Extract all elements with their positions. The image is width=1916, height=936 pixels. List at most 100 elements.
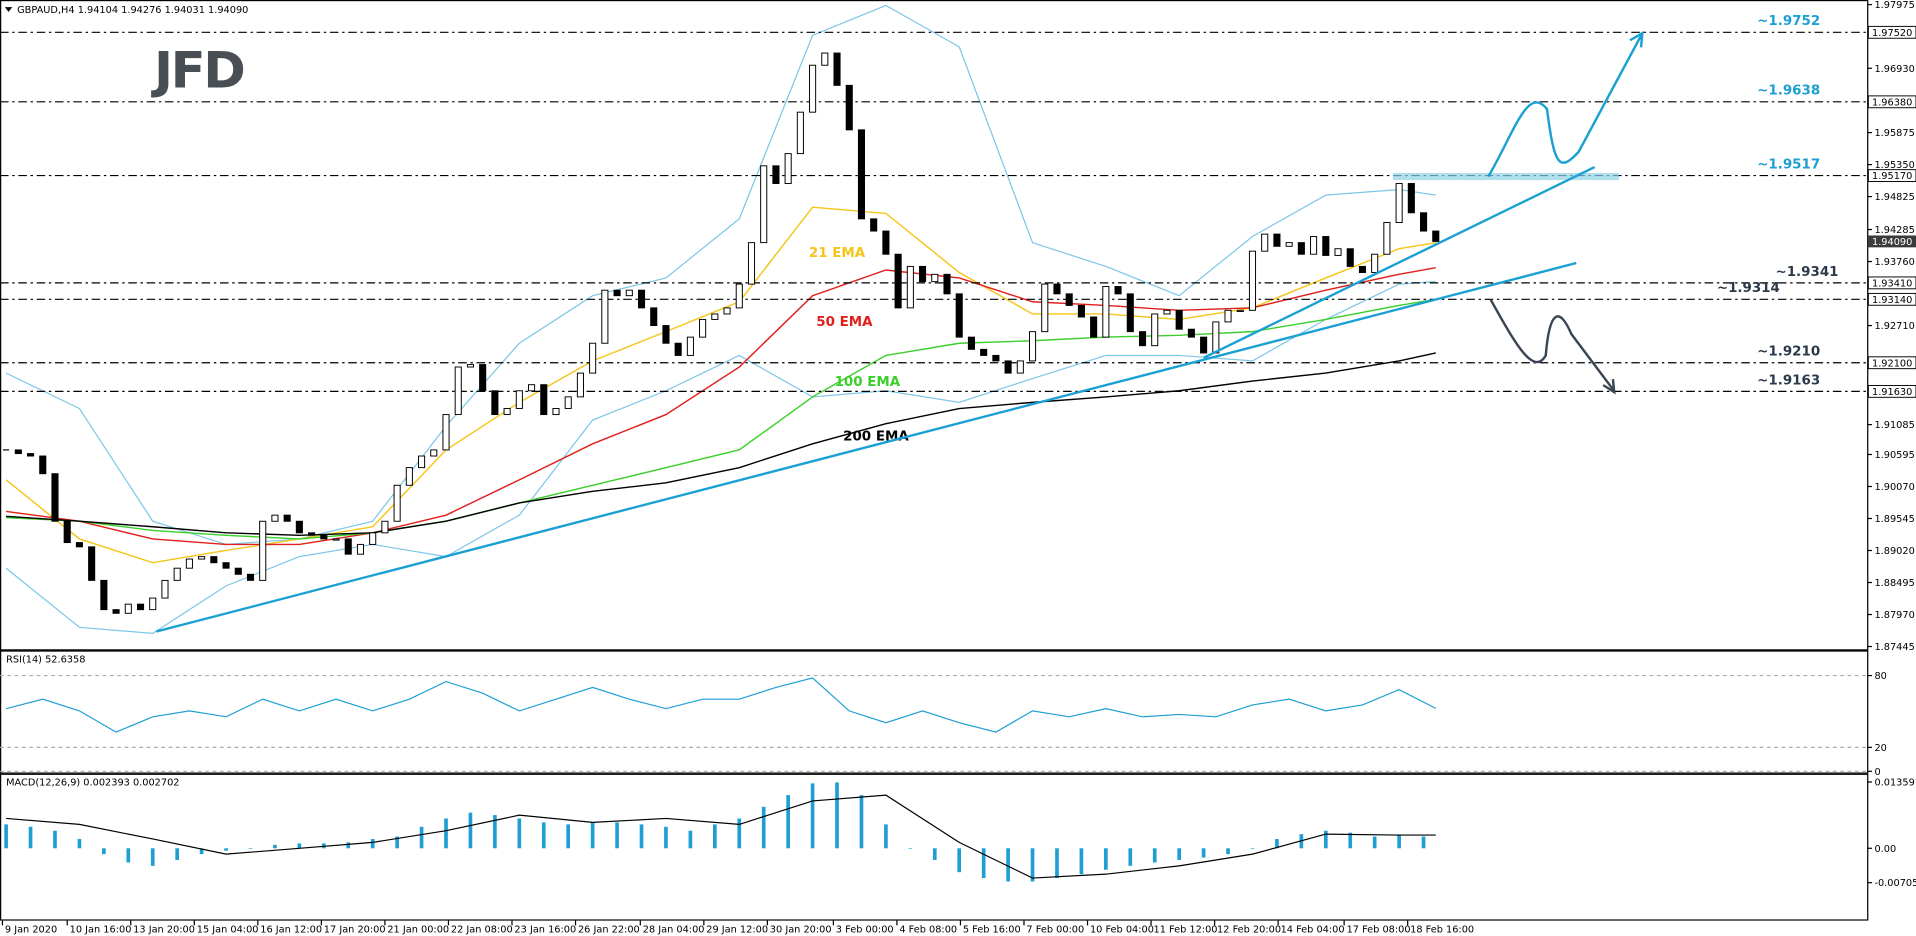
candle: [1163, 309, 1171, 315]
candle: [185, 558, 193, 569]
candle: [51, 473, 59, 522]
candle: [943, 273, 951, 295]
rsi-panel: [0, 650, 1869, 774]
bearish-scenario-arrow: [1489, 299, 1616, 392]
candle: [14, 449, 22, 455]
candle: [1322, 236, 1330, 256]
candle: [320, 534, 328, 540]
candle: [735, 283, 743, 309]
x-tick-label: 18 Feb 16:00: [1410, 925, 1474, 936]
candle: [625, 289, 633, 297]
candle: [1236, 309, 1244, 312]
macd-panel: [0, 773, 1869, 921]
level-label: 1.91630: [1872, 387, 1912, 398]
y-tick-label: -0.007052: [1874, 878, 1916, 889]
macd-bar: [688, 830, 693, 849]
level-label-box: [1867, 95, 1916, 109]
macd-bar: [1030, 848, 1035, 882]
panel-title: RSI(14) 52.6358: [6, 654, 85, 665]
drawings: [156, 30, 1644, 633]
y-tick-label: 1.87970: [1874, 610, 1914, 621]
macd-bar: [493, 815, 497, 849]
candle: [430, 449, 438, 457]
x-tick-label: 14 Feb 04:00: [1281, 925, 1345, 936]
macd-bar: [859, 795, 864, 849]
level-label: 1.95170: [1872, 171, 1912, 182]
candle: [955, 293, 963, 338]
candle: [1041, 283, 1049, 333]
candle: [894, 253, 902, 309]
ema-label: 50 EMA: [816, 315, 873, 330]
candle: [88, 546, 96, 581]
macd-bar: [1104, 848, 1108, 870]
arrow-head: [1629, 30, 1644, 48]
candle: [356, 543, 365, 555]
current-price-box: [1868, 235, 1916, 248]
candle: [809, 64, 817, 113]
y-tick-label: 20: [1874, 743, 1886, 754]
candle: [405, 467, 413, 486]
candle: [1102, 286, 1110, 338]
candle: [1212, 321, 1220, 354]
candle: [173, 567, 181, 581]
bullish-scenario-arrow: [1487, 34, 1643, 178]
trend-line: [156, 261, 1577, 633]
macd-bar: [884, 824, 888, 849]
macd-bar: [468, 812, 473, 849]
candle: [564, 396, 572, 409]
candle: [870, 218, 878, 232]
macd-bar: [150, 848, 155, 866]
macd-bar: [810, 783, 815, 849]
y-tick-label: 1.93760: [1874, 257, 1914, 268]
level-annotation: ~1.9752: [1757, 14, 1820, 29]
candle: [1175, 309, 1183, 330]
candle: [112, 609, 120, 614]
macd-bar: [1323, 830, 1328, 849]
macd-bar: [1201, 848, 1206, 858]
macd-bar: [590, 822, 595, 849]
candle: [527, 384, 536, 392]
macd-bar: [248, 848, 253, 849]
x-tick-label: 11 Feb 12:00: [1154, 925, 1218, 936]
candle: [332, 538, 340, 541]
candle: [576, 372, 584, 398]
x-tick-label: 28 Jan 04:00: [643, 925, 705, 936]
candle: [124, 603, 132, 614]
candle: [344, 538, 352, 555]
candle: [515, 390, 523, 409]
candle: [747, 242, 756, 285]
chart-title: GBPAUD,H4 1.94104 1.94276 1.94031 1.9409…: [17, 5, 248, 16]
candle: [772, 165, 780, 184]
level-annotation: ~1.9638: [1757, 84, 1820, 99]
macd-bar: [1226, 848, 1230, 855]
x-tick-label: 10 Feb 04:00: [1090, 925, 1154, 936]
candle: [259, 520, 267, 581]
y-tick-label: 1.95875: [1874, 128, 1914, 139]
candle: [75, 542, 83, 548]
candle: [711, 313, 719, 320]
macd-bar: [419, 826, 424, 849]
candle: [1273, 233, 1281, 247]
macd-bar: [395, 836, 399, 849]
macd-bar: [273, 844, 277, 849]
candle: [1297, 242, 1305, 255]
candle: [1126, 293, 1134, 333]
candle: [283, 514, 291, 522]
macd-bar: [1421, 836, 1426, 849]
y-tick-label: 1.97975: [1874, 0, 1914, 11]
candle: [1224, 309, 1232, 323]
candle: [381, 520, 389, 534]
candle: [27, 453, 35, 457]
candle: [662, 325, 670, 344]
macd-bar: [1348, 832, 1353, 849]
current-price-label: 1.94090: [1872, 237, 1912, 248]
y-tick-label: 1.89020: [1874, 546, 1914, 557]
candle: [686, 336, 694, 356]
x-tick-label: 17 Jan 20:00: [324, 925, 386, 936]
macd-bar: [4, 824, 8, 849]
macd-bar: [370, 839, 375, 849]
macd-bar: [957, 848, 962, 873]
candle: [1138, 331, 1147, 347]
